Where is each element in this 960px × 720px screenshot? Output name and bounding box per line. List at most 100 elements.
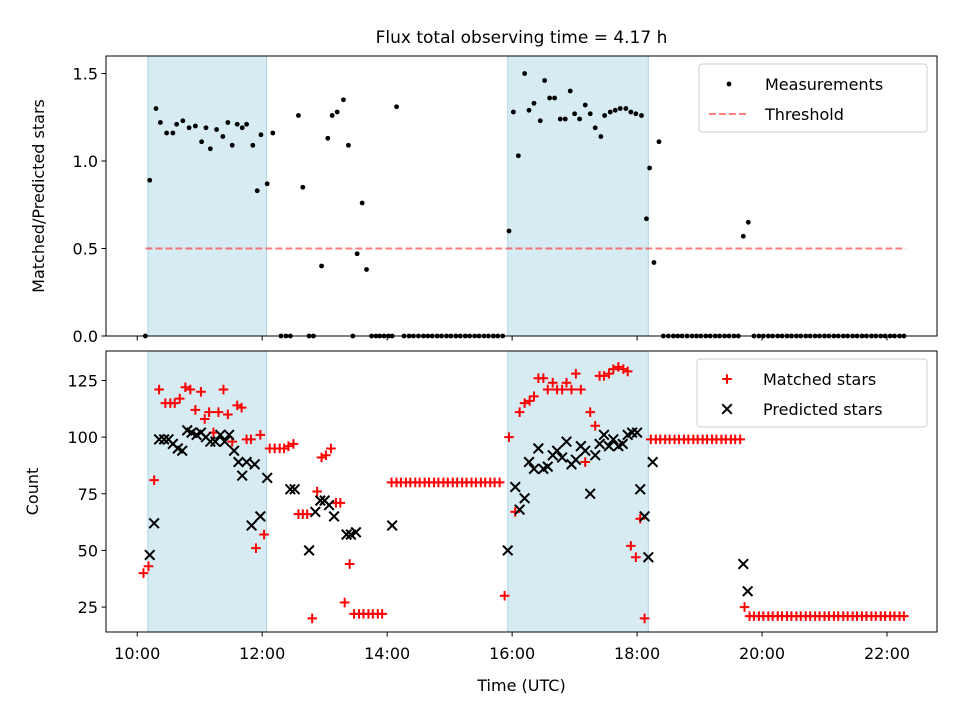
measurements-point bbox=[510, 109, 516, 115]
measurements-point bbox=[147, 177, 153, 183]
predicted-stars-point bbox=[254, 510, 266, 522]
legend-marker bbox=[726, 81, 732, 87]
measurements-point bbox=[607, 109, 613, 115]
predicted-stars-point bbox=[519, 492, 531, 504]
predicted-stars-point bbox=[556, 452, 568, 464]
observing-band bbox=[147, 55, 268, 337]
matched-stars-point bbox=[218, 384, 229, 395]
legend-marker bbox=[722, 374, 732, 384]
predicted-stars-point bbox=[523, 456, 535, 468]
measurements-point bbox=[329, 113, 335, 118]
observing-band bbox=[507, 55, 649, 337]
x-tick-label: 22:00 bbox=[864, 644, 910, 663]
predicted-stars-point bbox=[236, 470, 248, 482]
matched-stars-point bbox=[246, 434, 256, 445]
x-tick-label: 18:00 bbox=[614, 644, 660, 663]
measurements-point bbox=[647, 165, 652, 171]
measurements-point bbox=[526, 107, 532, 113]
predicted-stars-point bbox=[551, 445, 563, 457]
predicted-stars-point bbox=[542, 461, 554, 473]
matched-stars-point bbox=[288, 439, 299, 449]
x-tick-label: 12:00 bbox=[239, 644, 285, 663]
matched-stars-point bbox=[190, 405, 201, 415]
matched-stars-point bbox=[561, 377, 572, 388]
matched-stars-point bbox=[180, 382, 191, 393]
matched-stars-point bbox=[169, 398, 180, 408]
predicted-stars-point bbox=[594, 438, 606, 450]
measurements-point bbox=[325, 135, 331, 141]
ratio-y-axis-label: Matched/Predicted stars bbox=[29, 99, 48, 293]
predicted-stars-point bbox=[209, 436, 221, 448]
measurements-point bbox=[239, 125, 245, 131]
measurements-point bbox=[656, 139, 662, 145]
predicted-stars-point bbox=[639, 510, 651, 522]
ratio-legend: Measurements Threshold bbox=[698, 63, 928, 133]
measurements-point bbox=[341, 97, 346, 103]
measurements-point bbox=[199, 139, 204, 145]
matched-stars-point bbox=[899, 611, 909, 621]
measurements-point bbox=[254, 188, 260, 194]
predicted-stars-point bbox=[284, 483, 296, 495]
predicted-stars-point bbox=[219, 436, 231, 448]
matched-stars-point bbox=[631, 552, 641, 563]
panel-count: 25 50 75 100 125 10:00 12:00 14:00 16:00 18:00 20:… bbox=[23, 350, 938, 695]
predicted-stars-point bbox=[261, 472, 273, 484]
y-tick-label: 0.0 bbox=[73, 327, 98, 346]
matched-stars-point bbox=[590, 420, 601, 431]
ratio-axes-frame bbox=[105, 55, 938, 337]
predicted-stars-point bbox=[246, 519, 258, 531]
matched-stars-point bbox=[608, 364, 619, 374]
count-legend: Matched stars Predicted stars bbox=[696, 358, 928, 428]
measurements-point bbox=[602, 113, 607, 118]
matched-stars-point bbox=[204, 407, 214, 417]
predicted-stars-point bbox=[589, 449, 601, 461]
predicted-stars-point bbox=[617, 438, 629, 450]
observing-time-bands bbox=[147, 55, 649, 337]
predicted-stars-point bbox=[514, 504, 526, 516]
predicted-stars-point bbox=[328, 510, 340, 522]
matched-stars-point bbox=[557, 384, 567, 395]
measurements-point bbox=[264, 181, 270, 187]
matched-stars-point bbox=[604, 368, 614, 379]
measurements-point bbox=[250, 142, 256, 148]
measurements-point bbox=[346, 142, 351, 148]
measurements-point bbox=[617, 106, 623, 111]
measurements-point bbox=[651, 260, 657, 265]
matched-stars-point bbox=[339, 597, 350, 608]
matched-stars-point bbox=[283, 441, 294, 451]
measurements-point bbox=[244, 121, 249, 127]
matched-stars-point bbox=[255, 430, 266, 440]
measurements-point bbox=[192, 123, 198, 129]
legend-marker bbox=[721, 403, 733, 415]
predicted-stars-point bbox=[144, 549, 156, 561]
measurements-point bbox=[319, 263, 324, 269]
measurements-point bbox=[562, 116, 568, 122]
predicted-stars-point bbox=[560, 436, 572, 448]
matched-stars-point bbox=[138, 568, 149, 578]
y-tick-label: 50 bbox=[78, 541, 98, 560]
measurements-point bbox=[258, 132, 264, 138]
count-axes: 25 50 75 100 125 10:00 12:00 14:00 16:00 18:00 20:… bbox=[67, 371, 910, 663]
panel-ratio: 0.0 0.5 1.0 1.5 Matched/Predicted stars Mea… bbox=[29, 55, 938, 346]
matched-stars-point bbox=[326, 443, 336, 454]
matched-stars-point bbox=[571, 368, 581, 379]
matched-stars-point bbox=[185, 384, 196, 395]
matched-stars-point bbox=[566, 384, 577, 395]
matched-stars-point bbox=[504, 432, 514, 442]
matched-stars-point bbox=[542, 384, 553, 395]
predicted-stars-point bbox=[223, 429, 235, 441]
measurements-point bbox=[174, 121, 180, 127]
measurements-point bbox=[592, 125, 598, 131]
measurements-point bbox=[639, 113, 644, 118]
measurements-point bbox=[334, 109, 340, 115]
legend-box bbox=[698, 63, 928, 133]
matched-stars-point bbox=[519, 398, 530, 408]
matched-stars-point bbox=[344, 559, 355, 569]
measurements-point bbox=[354, 251, 360, 257]
measurements-point bbox=[522, 71, 528, 76]
measurements-point bbox=[203, 125, 209, 131]
measurements-point bbox=[186, 125, 192, 131]
measurements-point bbox=[542, 78, 548, 83]
measurements-point bbox=[745, 219, 751, 225]
measurements-point bbox=[364, 267, 369, 272]
